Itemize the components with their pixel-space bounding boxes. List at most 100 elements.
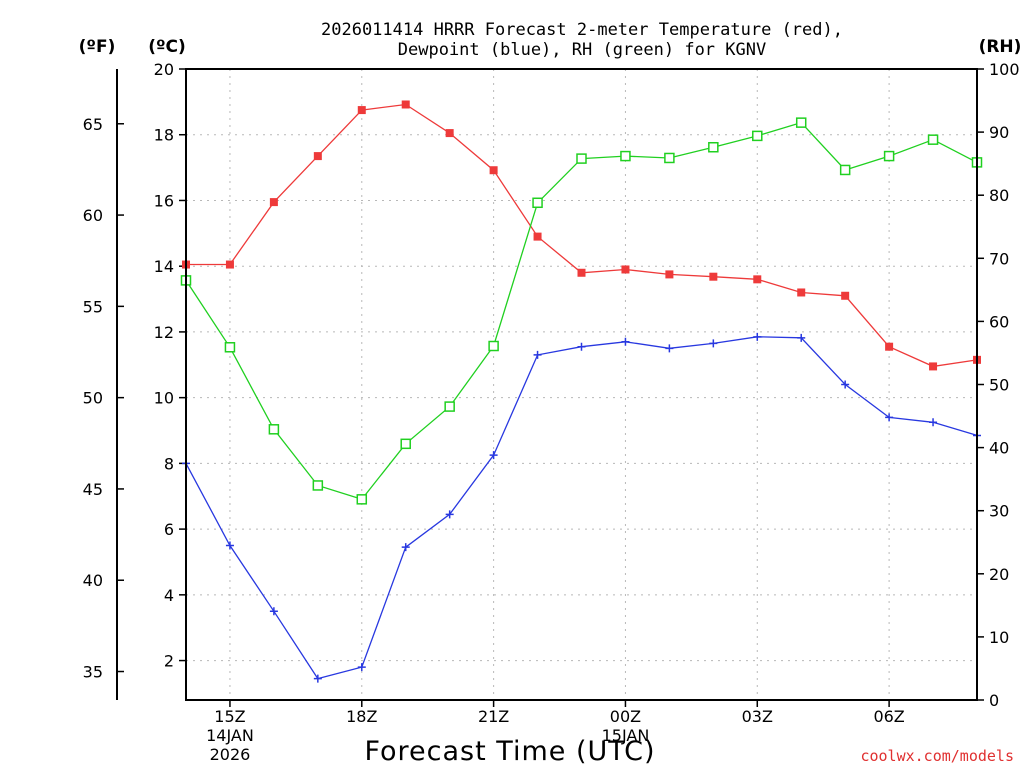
rh-point xyxy=(839,164,851,176)
fahrenheit-axis-label: (ºF) xyxy=(79,37,116,57)
fahrenheit-tick-label: 55 xyxy=(83,297,103,316)
rh-point xyxy=(927,134,939,145)
rh-tick-label: 60 xyxy=(989,312,1009,331)
plot-frame xyxy=(185,68,978,701)
celsius-tick-label: 2 xyxy=(164,652,174,671)
rh-point xyxy=(400,438,411,450)
x-tick-label: 15Z xyxy=(214,707,245,726)
celsius-tick-label: 12 xyxy=(154,323,174,342)
dewpoint-point xyxy=(929,418,938,427)
rh-point xyxy=(576,153,587,164)
celsius-tick-label: 18 xyxy=(154,126,174,145)
celsius-tick-label: 10 xyxy=(154,389,174,408)
rh-tick-label: 0 xyxy=(989,691,999,710)
celsius-tick-label: 6 xyxy=(164,520,174,539)
rh-point xyxy=(444,401,455,412)
temperature-point xyxy=(797,288,806,297)
celsius-tick-label: 20 xyxy=(154,60,174,79)
dewpoint-point xyxy=(489,451,498,460)
rh-tick-label: 10 xyxy=(989,628,1009,647)
dewpoint-point xyxy=(357,663,366,672)
celsius-tick-label: 14 xyxy=(154,257,174,276)
x-tick-label: 21Z xyxy=(478,707,509,726)
temperature-point xyxy=(621,265,630,274)
celsius-tick-label: 16 xyxy=(154,191,174,210)
temperature-point xyxy=(709,272,718,281)
x-axis-title: Forecast Time (UTC) xyxy=(364,736,655,767)
dewpoint-point xyxy=(797,333,806,342)
temperature-point xyxy=(841,291,850,300)
axis-ticks: 2 4 6 8 10 12 14 16 18 20 35 40 45 50 55 60 65 0 10 20 30 40 5… xyxy=(83,60,1020,764)
x-tick-date-label: 15JAN xyxy=(602,726,650,745)
fahrenheit-tick-label: 60 xyxy=(83,206,103,225)
temperature-point xyxy=(489,166,498,175)
fahrenheit-tick-label: 40 xyxy=(83,571,103,590)
rh-tick-label: 70 xyxy=(989,249,1009,268)
rh-tick-label: 20 xyxy=(989,565,1009,584)
rh-point xyxy=(224,342,236,353)
rh-point xyxy=(620,150,631,162)
dewpoint-point xyxy=(577,342,586,351)
rh-point xyxy=(268,424,280,435)
x-tick-label: 03Z xyxy=(742,707,773,726)
dewpoint-point xyxy=(269,607,278,616)
temperature-point xyxy=(401,100,410,109)
temperature-point xyxy=(665,270,674,279)
chart-title-line1: 2026011414 HRRR Forecast 2-meter Tempera… xyxy=(321,20,843,40)
fahrenheit-tick-label: 50 xyxy=(83,389,103,408)
dewpoint-point xyxy=(753,332,762,341)
x-tick-label: 00Z xyxy=(610,707,641,726)
dewpoint-point xyxy=(313,674,322,683)
series-layer xyxy=(180,100,983,683)
rh-point xyxy=(488,340,499,352)
dewpoint-point xyxy=(885,413,894,422)
temperature-point xyxy=(533,232,542,241)
x-tick-label: 06Z xyxy=(873,707,904,726)
celsius-axis-label: (ºC) xyxy=(148,37,186,57)
rh-tick-label: 40 xyxy=(989,439,1009,458)
temperature-point xyxy=(269,198,278,207)
rh-point xyxy=(883,150,895,162)
dewpoint-point xyxy=(533,350,542,359)
dewpoint-point xyxy=(709,339,718,348)
dewpoint-point xyxy=(841,380,850,389)
temperature-point xyxy=(225,260,234,269)
dewpoint-point xyxy=(401,543,410,552)
x-tick-date-label: 14JAN xyxy=(206,726,254,745)
rh-point xyxy=(356,494,368,505)
rh-point xyxy=(795,117,807,128)
dewpoint-point xyxy=(665,344,674,353)
watermark: coolwx.com/models xyxy=(860,747,1014,765)
rh-tick-label: 90 xyxy=(989,123,1009,142)
rh-tick-label: 100 xyxy=(989,60,1020,79)
rh-axis-label: (RH) xyxy=(979,37,1022,57)
rh-point xyxy=(664,152,675,164)
rh-point xyxy=(312,480,324,491)
temperature-point xyxy=(577,268,586,277)
temperature-point xyxy=(929,362,938,371)
dewpoint-point xyxy=(445,510,454,519)
temperature-point xyxy=(885,342,894,351)
rh-tick-label: 50 xyxy=(989,376,1009,395)
fahrenheit-tick-label: 65 xyxy=(83,115,103,134)
rh-point xyxy=(532,197,543,209)
rh-point xyxy=(708,141,719,153)
dewpoint-point xyxy=(225,541,234,550)
x-tick-year-label: 2026 xyxy=(210,745,251,764)
temperature-point xyxy=(445,129,454,138)
rh-tick-label: 80 xyxy=(989,186,1009,205)
x-tick-label: 18Z xyxy=(346,707,377,726)
temperature-point xyxy=(357,106,366,115)
temperature-point xyxy=(753,275,762,284)
fahrenheit-tick-label: 45 xyxy=(83,480,103,499)
chart-title-line2: Dewpoint (blue), RH (green) for KGNV xyxy=(398,40,766,60)
fahrenheit-tick-label: 35 xyxy=(83,663,103,682)
dewpoint-point xyxy=(621,337,630,346)
celsius-tick-label: 4 xyxy=(164,586,174,605)
temperature-point xyxy=(313,152,322,161)
rh-tick-label: 30 xyxy=(989,502,1009,521)
celsius-tick-label: 8 xyxy=(164,454,174,473)
rh-point xyxy=(752,130,763,142)
